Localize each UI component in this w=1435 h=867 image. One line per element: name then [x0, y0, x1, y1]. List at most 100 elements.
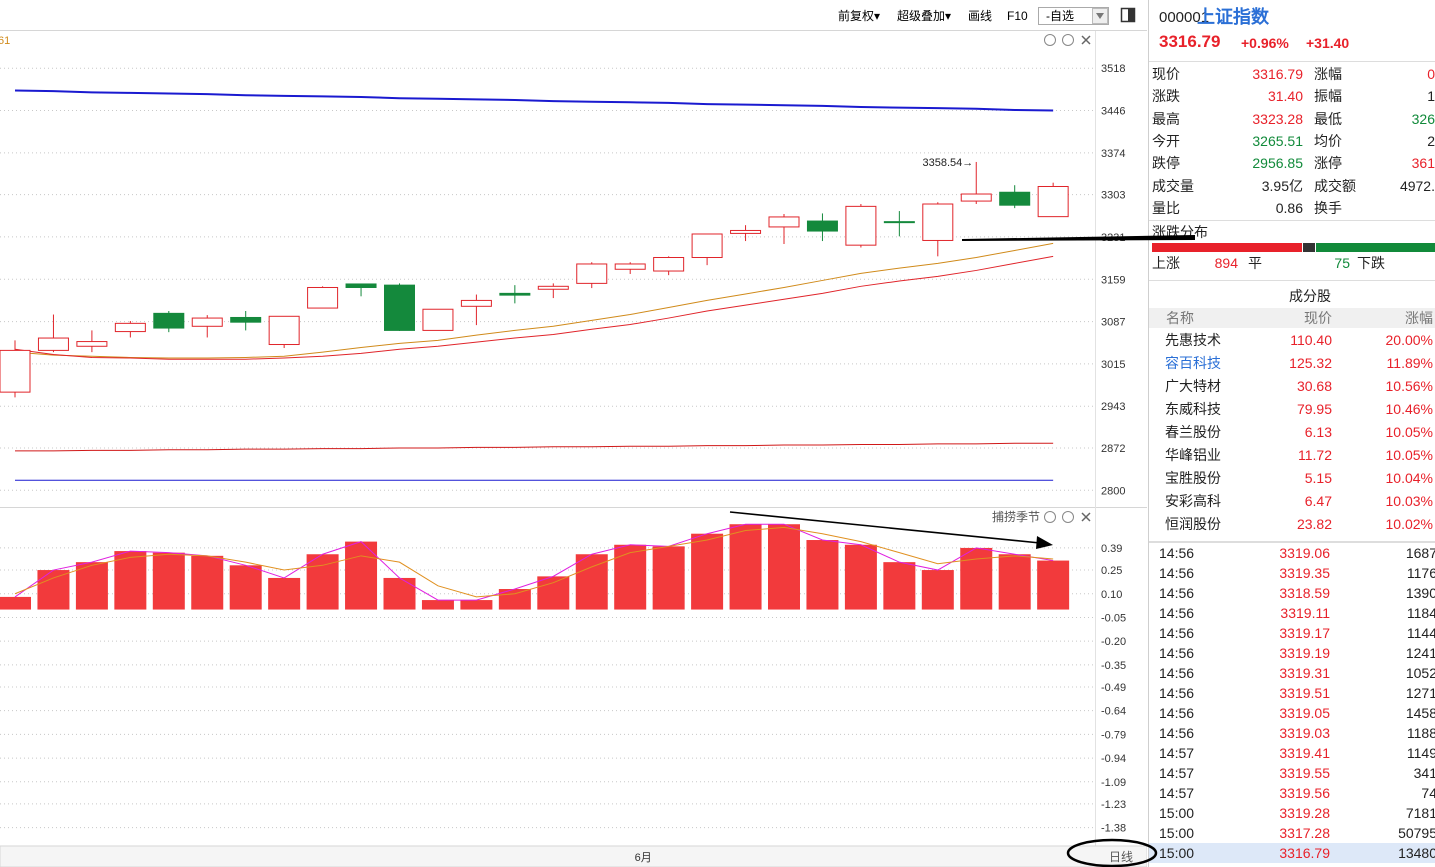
stat-label: 最低 [1314, 110, 1342, 127]
bar [537, 576, 570, 610]
component-name[interactable]: 恒润股份 [1165, 516, 1221, 532]
help-icon[interactable] [1062, 34, 1074, 46]
component-price: 30.68 [1296, 378, 1332, 394]
bar [460, 600, 493, 610]
stat-value: 0 [1427, 66, 1435, 82]
component-change: 10.05% [1385, 424, 1433, 440]
time-axis-strip [0, 845, 1147, 867]
stat-label: 现价 [1152, 66, 1180, 82]
component-name[interactable]: 华峰铝业 [1165, 447, 1221, 463]
trade-time: 14:56 [1159, 625, 1195, 641]
trade-volume: 13480 [1398, 845, 1435, 861]
toolbar-item[interactable]: 前复权▾ [838, 8, 880, 23]
trade-volume: 74 [1421, 785, 1435, 801]
panel-icons[interactable] [1044, 34, 1091, 523]
y-tick-label: -0.64 [1101, 706, 1126, 718]
bar [768, 524, 800, 610]
y-tick-label: -0.49 [1101, 682, 1126, 694]
candle-body [537, 285, 569, 290]
toolbar-item[interactable]: 超级叠加▾ [897, 8, 951, 23]
bar [998, 554, 1031, 610]
stock-code: 000001 [1159, 9, 1210, 26]
help-icon[interactable] [1062, 511, 1074, 523]
watchlist-label[interactable]: -自选 [1046, 9, 1074, 23]
layout-icon-fill [1128, 9, 1134, 21]
trade-time: 15:00 [1159, 825, 1195, 841]
trade-price: 3319.17 [1279, 625, 1330, 641]
bar [37, 570, 70, 610]
trade-price: 3319.11 [1280, 605, 1330, 621]
candle-body [960, 193, 992, 202]
trade-time: 14:56 [1159, 705, 1195, 721]
trade-price: 3319.55 [1279, 765, 1330, 781]
y-tick-label: -0.20 [1101, 636, 1126, 648]
close-icon[interactable] [1081, 35, 1091, 45]
candle-body [730, 229, 762, 234]
background [0, 0, 1147, 867]
trade-time: 14:56 [1159, 565, 1195, 581]
y-tick-label: 3015 [1101, 359, 1125, 371]
y-tick-label: -0.94 [1101, 753, 1126, 765]
y-tick-label: -1.23 [1101, 799, 1126, 811]
watchlist-dropdown[interactable] [1038, 7, 1109, 25]
component-name[interactable]: 先惠技术 [1165, 332, 1221, 348]
trade-volume: 341 [1413, 765, 1435, 781]
bar [806, 540, 839, 610]
dist-down-label: 下跌 [1357, 255, 1385, 271]
candle-body [345, 283, 377, 288]
stat-value: 3.95亿 [1261, 177, 1303, 194]
bar [306, 554, 339, 610]
stat-value: 0.86 [1275, 199, 1303, 216]
x-tick-label: 6月 [635, 852, 652, 864]
trade-price: 3319.56 [1279, 785, 1330, 801]
component-name[interactable]: 宝胜股份 [1165, 470, 1221, 486]
trade-time: 14:56 [1159, 725, 1195, 741]
period-label[interactable]: 日线 [1109, 850, 1133, 864]
component-name[interactable]: 春兰股份 [1165, 424, 1221, 440]
dist-title: 涨跌分布 [1152, 224, 1208, 240]
dist-flat-label: 平 [1248, 255, 1262, 271]
trade-price: 3319.03 [1279, 725, 1330, 741]
indicator-line [14, 526, 1054, 598]
y-tick-label: -1.09 [1101, 777, 1126, 789]
component-name[interactable]: 广大特材 [1165, 378, 1221, 394]
candle-body [37, 337, 69, 351]
component-change: 11.89% [1386, 355, 1433, 371]
bar [229, 565, 262, 610]
bar [691, 533, 724, 610]
component-name[interactable]: 安彩高科 [1165, 493, 1221, 509]
bar [0, 596, 31, 610]
stat-value: 2956.85 [1252, 155, 1303, 172]
bar [960, 547, 993, 610]
component-name[interactable]: 东威科技 [1165, 401, 1221, 417]
close-icon[interactable] [1081, 512, 1091, 522]
change: +31.40 [1306, 35, 1350, 51]
trade-time: 14:56 [1159, 585, 1195, 601]
indicator-line [15, 442, 1054, 452]
trade-price: 3319.28 [1279, 805, 1330, 821]
stat-label: 最高 [1152, 110, 1180, 127]
bar [191, 555, 224, 610]
component-name[interactable]: 容百科技 [1165, 355, 1221, 371]
y-tick-label: 3446 [1101, 106, 1125, 118]
candle-body [883, 221, 915, 224]
toolbar-item[interactable]: F10 [1007, 9, 1028, 23]
settings-icon[interactable] [1044, 34, 1056, 46]
trade-price: 3319.06 [1279, 545, 1330, 561]
indicator-title: 捕捞季节 [992, 509, 1040, 524]
component-price: 11.72 [1298, 447, 1332, 463]
trade-volume: 1052 [1405, 665, 1435, 681]
trade-time: 14:57 [1159, 745, 1195, 761]
candle-body [191, 317, 223, 327]
candle-body [768, 216, 800, 228]
trade-volume: 1271 [1405, 685, 1435, 701]
divider [1149, 61, 1435, 62]
toolbar-item[interactable]: 画线 [968, 9, 992, 23]
dist-up-label: 上涨 [1152, 255, 1180, 271]
high-label: 3358.54→ [922, 157, 973, 169]
component-price: 5.15 [1304, 470, 1332, 486]
settings-icon[interactable] [1044, 511, 1056, 523]
column-header: 名称 [1166, 310, 1194, 326]
candle-body [114, 322, 146, 333]
y-tick-label: 0.10 [1101, 589, 1122, 601]
